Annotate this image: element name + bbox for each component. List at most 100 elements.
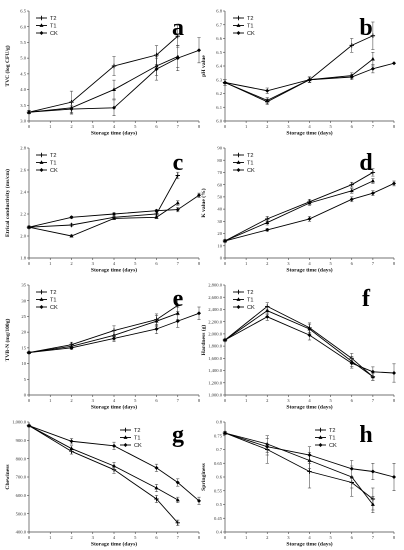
legend-label: CK [50,31,58,37]
panel-label: e [173,286,184,312]
series-t2 [26,423,180,526]
series-line [224,310,374,378]
x-tick-label: 4 [113,398,116,403]
data-point [197,193,201,198]
x-tick-label: 3 [92,398,95,403]
data-point [175,480,180,485]
series-t1 [27,423,180,503]
y-tick-label: 1,400.0 [208,368,222,374]
x-axis-title: Storage time (days) [91,130,137,137]
data-point [154,208,159,213]
data-point [349,361,354,366]
data-point [69,439,74,444]
y-tick-label: 0.4 [216,530,222,535]
data-point [197,48,201,53]
data-point [175,173,180,178]
legend-label: T1 [134,436,141,442]
data-point [112,212,116,216]
legend-marker [236,160,241,164]
y-tick-label: 10 [21,361,26,366]
legend-label: T2 [50,290,57,296]
y-tick-label: 20 [21,330,26,335]
y-tick-label: 0.75 [214,433,223,438]
panel-label: a [172,15,184,41]
data-point [175,497,180,502]
legend-marker [39,297,44,301]
y-axis-title: K value (%) [200,188,207,217]
data-point [370,66,375,71]
legend-marker [236,152,241,158]
y-tick-label: 6.2 [216,91,222,96]
legend-label: T1 [50,24,57,30]
legend-marker [39,305,44,309]
x-tick-label: 8 [198,124,201,129]
legend-marker [39,289,44,295]
x-tick-label: 2 [266,535,269,540]
legend-marker [236,305,241,309]
data-point [175,311,180,315]
x-tick-label: 3 [287,124,290,129]
y-tick-label: 10 [217,243,222,248]
y-tick-label: 800.0 [16,456,27,461]
data-point [175,33,180,39]
x-tick-label: 2 [70,261,73,266]
data-point [370,56,375,61]
data-point [154,485,159,490]
y-tick-label: 2,400.0 [208,307,222,313]
data-point [370,469,375,474]
series-line [28,175,179,228]
panel-d: 0 10 20 30 40 50 60 70 80 90 0 1 2 3 4 5 6 7 8 Storage time… [200,146,396,274]
y-tick-label: 90 [217,146,222,151]
x-tick-label: 5 [134,398,137,403]
x-tick-label: 0 [224,261,227,266]
x-tick-label: 8 [393,398,396,403]
data-point [69,107,74,112]
legend-label: T2 [50,153,57,159]
x-tick-label: 7 [177,398,180,403]
x-tick-label: 8 [393,535,396,540]
y-tick-label: 6.8 [216,9,222,14]
x-tick-label: 2 [266,261,269,266]
data-point [112,216,116,220]
x-tick-label: 4 [308,124,311,129]
data-point [370,170,376,175]
panel-c: 1.8 2.0 2.2 2.4 2.6 2.8 0 1 2 3 4 5 6 7 8 Storage time … [4,146,201,274]
y-tick-label: 15 [21,345,26,350]
data-point [265,88,270,93]
y-tick-label: 2.2 [20,212,26,217]
y-tick-label: 400.0 [16,530,27,535]
data-point [392,181,396,186]
y-tick-label: 0.6 [216,475,222,480]
x-tick-label: 1 [49,535,52,540]
data-point [27,350,31,355]
x-tick-label: 0 [224,535,227,540]
y-tick-label: 2,600.0 [208,295,222,301]
legend-label: T2 [247,153,254,159]
y-tick-label: 2.4 [20,190,26,195]
series-t1 [223,306,375,381]
y-axis-title: Etrical conductivity (ms/cm) [4,169,11,237]
x-tick-label: 4 [113,535,116,540]
data-point [349,75,354,79]
legend-marker [236,23,241,27]
series-line [28,312,200,354]
data-point [349,182,354,187]
x-tick-label: 0 [28,535,31,540]
panel-b: 6.0 6.1 6.2 6.3 6.4 6.5 6.6 6.7 6.8 0 1 2 3 4 5 6 7 8 Stor… [201,9,396,137]
y-tick-label: 500.0 [16,511,27,516]
legend-marker [39,23,44,27]
x-tick-label: 8 [198,261,201,266]
series-line [224,183,395,242]
data-point [349,466,354,471]
legend-label: T2 [247,16,254,22]
data-point [112,333,116,337]
y-tick-label: 35 [21,283,26,288]
panel-f: 1,000.0 1,200.0 1,400.0 1,600.0 1,800.0 2,000… [200,283,396,411]
x-axis-title: Storage time (days) [91,541,137,548]
legend-label: CK [134,443,142,449]
legend-marker [39,31,44,35]
legend-label: CK [247,168,255,174]
x-tick-label: 2 [70,535,73,540]
legend-marker [123,427,128,433]
series-line [28,194,200,228]
